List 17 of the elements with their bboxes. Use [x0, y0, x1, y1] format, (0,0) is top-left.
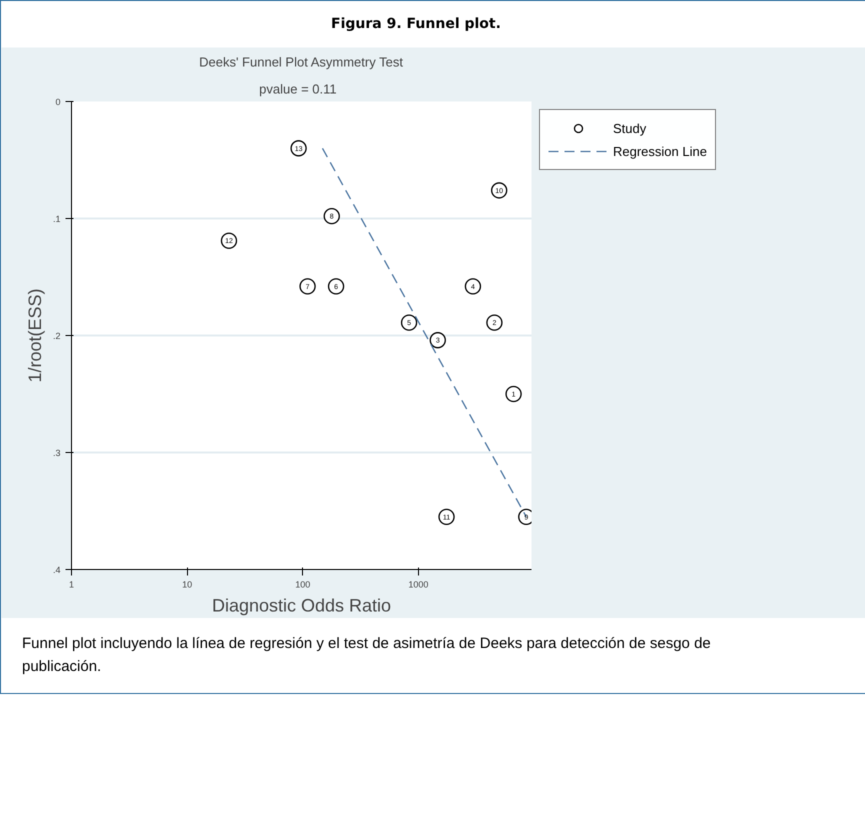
chart-subtitle: Deeks' Funnel Plot Asymmetry Test: [199, 54, 404, 70]
y-tick-label: 0: [55, 97, 61, 107]
x-tick-label: 100: [295, 580, 310, 590]
text: pvalue = 0.11: [259, 82, 337, 96]
x-tick-label: 1000: [408, 580, 428, 590]
y-tick-label: .3: [52, 448, 61, 458]
y-axis-title: 1/root(ESS): [24, 288, 45, 383]
legend-label: Regression Line: [613, 144, 707, 158]
x-axis-title: Diagnostic Odds Ratio: [212, 596, 392, 616]
legend-label: Study: [613, 120, 648, 136]
y-tick-label: .2: [52, 331, 61, 341]
y-tick-label: .1: [52, 214, 61, 224]
y-tick-label: .4: [52, 565, 61, 575]
x-tick-label: 10: [182, 580, 192, 590]
text: Funnel plot incluyendo la línea de regresión y el test de asimetría de Deeks para detección de sesgo de publicación.: [22, 634, 712, 676]
chart-title: Figura 9. Funnel plot.: [331, 16, 501, 32]
x-tick-label: 1: [68, 580, 74, 590]
